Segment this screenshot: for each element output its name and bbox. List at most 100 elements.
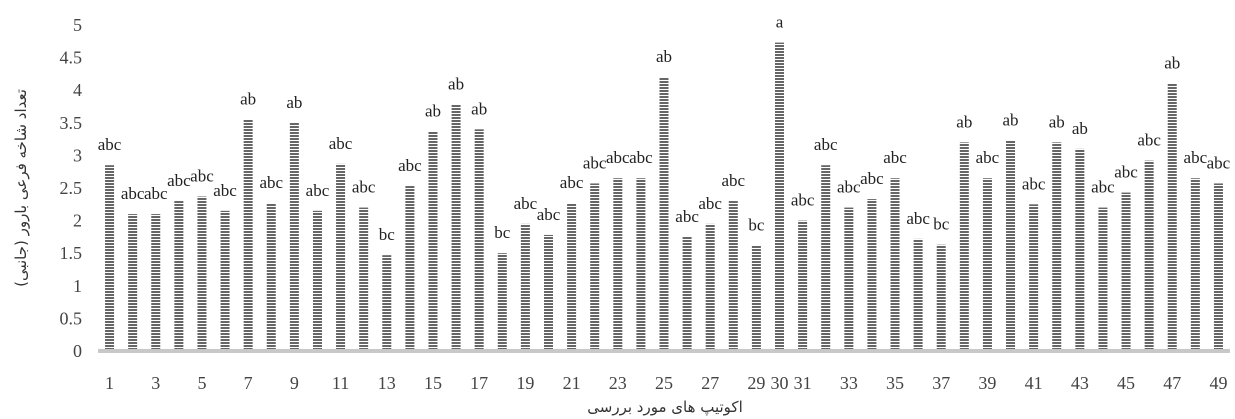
- significance-letter: abc: [906, 209, 930, 228]
- x-tick-label: 15: [424, 373, 442, 393]
- bar: [428, 131, 438, 351]
- y-tick-label: 5: [73, 15, 82, 35]
- x-tick-label: 19: [516, 373, 534, 393]
- bar: [128, 214, 138, 351]
- y-tick-label: 0.5: [60, 308, 83, 328]
- x-tick-label: 29: [747, 373, 765, 393]
- bar: [798, 220, 808, 351]
- bar: [1075, 148, 1085, 351]
- x-tick-label: 23: [609, 373, 627, 393]
- x-tick-label: 25: [655, 373, 673, 393]
- bar: [728, 201, 738, 351]
- bar: [105, 165, 115, 351]
- significance-letter: ab: [1049, 112, 1065, 131]
- significance-letter: abc: [121, 184, 145, 203]
- bar: [1098, 207, 1108, 351]
- bar: [705, 223, 715, 351]
- x-tick-label: 1: [105, 373, 114, 393]
- x-axis-title: اکوتیپ های مورد بررسی: [587, 398, 743, 417]
- bar: [613, 178, 623, 351]
- bars: [105, 42, 1223, 352]
- bar: [867, 199, 877, 351]
- bar: [982, 178, 992, 351]
- significance-letter: abc: [537, 205, 561, 224]
- x-axis-ticks: 1 3 5 7 9 11 13 15 17 19 21 23 25 27 29 30 31 33 35 37 39 41 4…: [105, 373, 1227, 393]
- bar: [821, 165, 831, 351]
- significance-letter: ab: [956, 112, 972, 131]
- y-tick-label: 1: [73, 276, 82, 296]
- bar: [1006, 140, 1016, 351]
- significance-letter: a: [776, 13, 784, 32]
- significance-letter: bc: [933, 215, 950, 234]
- bar: [1213, 183, 1223, 351]
- bar: [936, 244, 946, 351]
- bar: [844, 207, 854, 351]
- significance-letter: bc: [494, 223, 511, 242]
- significance-letter: abc: [514, 194, 538, 213]
- x-tick-label: 43: [1071, 373, 1089, 393]
- significance-letter: abc: [306, 181, 330, 200]
- y-tick-label: 4.5: [60, 48, 83, 68]
- significance-letter: abc: [213, 181, 237, 200]
- significance-letter: ab: [471, 99, 487, 118]
- significance-letter: abc: [860, 169, 884, 188]
- significance-letter: ab: [1003, 110, 1019, 129]
- bar: [1167, 83, 1177, 352]
- significance-letter: ab: [1164, 54, 1180, 73]
- bar: [1121, 192, 1131, 351]
- bar: [775, 42, 785, 351]
- bar: [289, 122, 299, 351]
- bar: [197, 196, 207, 351]
- bar: [1029, 204, 1039, 351]
- y-tick-label: 0: [73, 341, 82, 361]
- significance-letter: abc: [814, 135, 838, 154]
- y-tick-label: 3.5: [60, 113, 83, 133]
- bar: [1144, 160, 1154, 351]
- bar: [174, 201, 184, 351]
- x-tick-label: 13: [378, 373, 396, 393]
- bar: [151, 214, 161, 351]
- x-tick-label: 3: [151, 373, 160, 393]
- bar: [567, 203, 577, 351]
- y-tick-label: 1.5: [60, 243, 83, 263]
- bar: [636, 178, 646, 351]
- bar: [266, 203, 276, 351]
- x-tick-label: 35: [886, 373, 904, 393]
- x-tick-label: 17: [470, 373, 488, 393]
- significance-letter: bc: [748, 215, 765, 234]
- x-tick-label: 11: [332, 373, 349, 393]
- bar: [751, 245, 761, 351]
- significance-letter: abc: [259, 173, 283, 192]
- significance-letter: ab: [1072, 119, 1088, 138]
- significance-letter: abc: [398, 156, 422, 175]
- significance-letter: bc: [379, 225, 396, 244]
- significance-letter: abc: [883, 148, 907, 167]
- y-tick-label: 2.5: [60, 178, 83, 198]
- significance-letter: abc: [1022, 174, 1046, 193]
- bar: [520, 223, 530, 351]
- significance-letter: abc: [976, 148, 1000, 167]
- significance-letter: abc: [629, 148, 653, 167]
- y-tick-label: 4: [73, 80, 82, 100]
- x-tick-label: 21: [563, 373, 581, 393]
- y-tick-label: 2: [73, 211, 82, 231]
- bar: [312, 210, 322, 351]
- bar: [220, 210, 230, 351]
- bar: [543, 234, 553, 351]
- significance-letter: abc: [167, 171, 191, 190]
- significance-letter: ab: [448, 75, 464, 94]
- bar: [659, 77, 669, 351]
- bar: [590, 183, 600, 351]
- significance-letter: abc: [352, 178, 376, 197]
- significance-letter: abc: [1207, 153, 1231, 172]
- significance-letter: abc: [144, 184, 168, 203]
- bar: [382, 255, 392, 351]
- y-axis-title: تعداد شاخه فرعی بارور (جانبی): [12, 89, 30, 287]
- x-tick-label: 31: [794, 373, 812, 393]
- y-axis-ticks: 0 0.5 1 1.5 2 2.5 3 3.5 4 4.5 5: [60, 15, 83, 361]
- significance-letter: abc: [606, 148, 630, 167]
- x-tick-label: 5: [197, 373, 206, 393]
- x-tick-label: 9: [290, 373, 299, 393]
